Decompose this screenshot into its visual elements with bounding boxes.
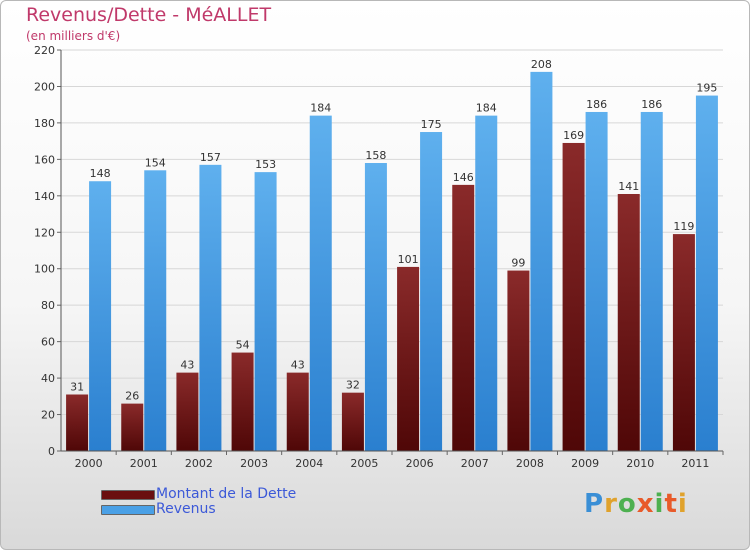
- y-tick-label: 160: [34, 153, 55, 166]
- data-label: 153: [255, 158, 276, 171]
- bar-dette: [672, 234, 695, 451]
- x-tick-label: 2011: [681, 457, 709, 470]
- data-label: 158: [365, 149, 386, 162]
- y-tick-label: 80: [41, 299, 55, 312]
- bar-revenus: [695, 95, 718, 452]
- axes: [57, 49, 724, 455]
- x-tick-label: 2007: [461, 457, 489, 470]
- bar-revenus: [309, 115, 332, 452]
- labels: 0 20 40 60 80 100 120 140 160 180 200 220 2000 31 148 2…: [34, 44, 717, 470]
- data-label: 99: [511, 257, 525, 270]
- y-tick-label: 200: [34, 80, 55, 93]
- data-label: 31: [70, 380, 84, 393]
- x-tick-label: 2004: [295, 457, 323, 470]
- data-label: 157: [200, 151, 221, 164]
- x-tick-label: 2006: [406, 457, 434, 470]
- data-label: 146: [453, 171, 474, 184]
- bar-revenus: [475, 115, 498, 452]
- data-label: 195: [696, 82, 717, 95]
- brand-logo: Proxiti: [584, 489, 688, 519]
- data-label: 175: [421, 118, 442, 131]
- y-tick-label: 20: [41, 409, 55, 422]
- data-label: 184: [476, 102, 497, 115]
- bars: [66, 71, 718, 452]
- legend-label-dette: Montant de la Dette: [156, 486, 297, 502]
- y-tick-label: 60: [41, 336, 55, 349]
- bar-revenus: [585, 111, 608, 452]
- x-tick-label: 2003: [240, 457, 268, 470]
- bar-dette: [66, 394, 89, 451]
- chart-title: Revenus/Dette - MéALLET: [26, 4, 272, 26]
- bar-revenus: [254, 172, 277, 451]
- bar-dette: [507, 270, 530, 451]
- data-label: 148: [90, 167, 111, 180]
- x-tick-label: 2008: [516, 457, 544, 470]
- x-tick-label: 2000: [75, 457, 103, 470]
- data-label: 26: [125, 390, 139, 403]
- y-tick-label: 140: [34, 190, 55, 203]
- data-label: 43: [291, 359, 305, 372]
- bar-dette: [286, 372, 309, 451]
- bar-revenus: [420, 132, 443, 452]
- chart-subtitle: (en milliers d'€): [26, 29, 121, 43]
- bar-revenus: [89, 181, 112, 451]
- bar-dette: [562, 142, 585, 451]
- bar-dette: [231, 352, 254, 451]
- bar-revenus: [199, 164, 222, 451]
- legend-label-revenus: Revenus: [156, 501, 216, 517]
- y-tick-label: 120: [34, 226, 55, 239]
- data-label: 43: [180, 359, 194, 372]
- x-tick-label: 2010: [626, 457, 654, 470]
- bar-revenus: [530, 71, 553, 451]
- bar-dette: [121, 403, 144, 451]
- bar-revenus: [640, 111, 663, 452]
- legend-swatch-dette: [101, 490, 155, 500]
- data-label: 184: [310, 102, 331, 115]
- y-tick-label: 40: [41, 372, 55, 385]
- bar-revenus: [364, 163, 387, 451]
- bar-dette: [397, 266, 420, 451]
- data-label: 208: [531, 58, 552, 71]
- y-tick-label: 0: [48, 445, 55, 458]
- x-tick-label: 2009: [571, 457, 599, 470]
- data-label: 101: [398, 253, 419, 266]
- data-label: 119: [673, 220, 694, 233]
- x-tick-label: 2005: [350, 457, 378, 470]
- bar-dette: [176, 372, 199, 451]
- data-label: 32: [346, 379, 360, 392]
- data-label: 186: [586, 98, 607, 111]
- data-label: 54: [236, 339, 250, 352]
- x-tick-label: 2001: [130, 457, 158, 470]
- x-tick-label: 2002: [185, 457, 213, 470]
- bar-dette: [341, 392, 364, 451]
- y-tick-label: 100: [34, 263, 55, 276]
- data-label: 186: [641, 98, 662, 111]
- legend-swatch-revenus: [101, 505, 155, 515]
- bar-dette: [452, 184, 475, 451]
- y-tick-label: 180: [34, 117, 55, 130]
- data-label: 169: [563, 129, 584, 142]
- data-label: 141: [618, 180, 639, 193]
- data-label: 154: [145, 156, 166, 169]
- y-tick-label: 220: [34, 44, 55, 57]
- grid-lines: [61, 49, 723, 452]
- bar-dette: [617, 193, 640, 451]
- bar-revenus: [144, 170, 167, 452]
